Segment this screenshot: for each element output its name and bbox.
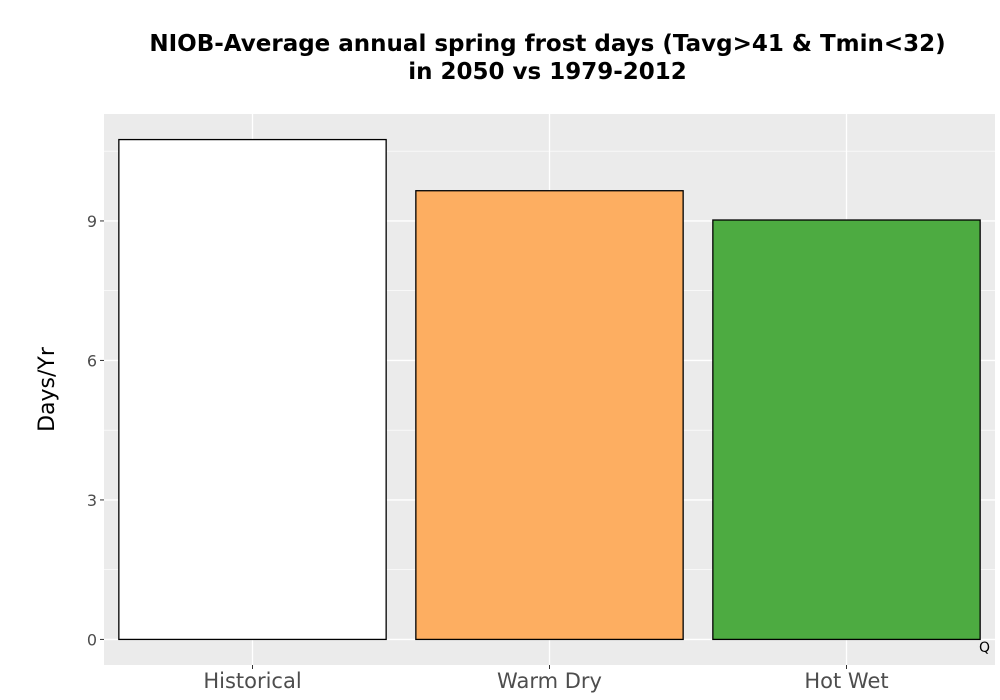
bar-1 (415, 190, 684, 641)
x-tick-label-1: Warm Dry (497, 669, 602, 693)
bar-0 (118, 138, 387, 641)
y-tick-label-0: 0 (87, 630, 97, 649)
y-axis: 0 3 6 9 (87, 212, 104, 649)
chart-title-line-1: NIOB-Average annual spring frost days (T… (149, 31, 946, 57)
chart-title-line-2: in 2050 vs 1979-2012 (408, 59, 687, 85)
y-tick-label-3: 9 (87, 212, 97, 231)
x-tick-label-2: Hot Wet (804, 669, 888, 693)
corner-mark: Q (979, 640, 991, 656)
y-axis-label: Days/Yr (35, 346, 60, 432)
y-tick-label-1: 3 (87, 491, 97, 510)
bar-2 (712, 219, 981, 641)
y-tick-label-2: 6 (87, 351, 97, 370)
bars (118, 138, 981, 641)
x-tick-label-0: Historical (203, 669, 301, 693)
x-axis: Historical Warm Dry Hot Wet (203, 665, 889, 693)
